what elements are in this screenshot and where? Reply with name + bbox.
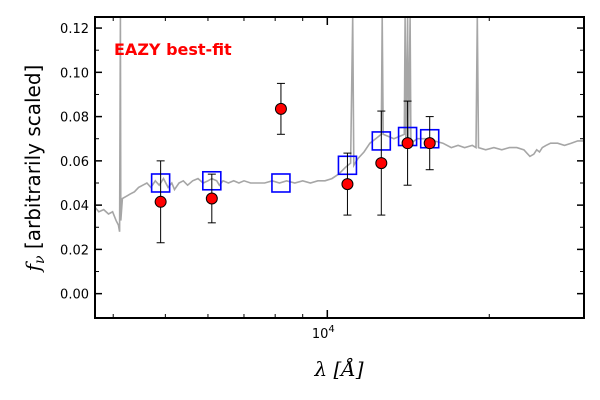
y-tick-label-1: 0.02 [60, 243, 89, 258]
x-axis-label-unit: Å [339, 356, 355, 381]
plot-layer [95, 17, 584, 244]
model-flux-square-2 [271, 173, 291, 193]
y-axis-label-sub: ν [32, 255, 48, 264]
annotation-eazy-best-fit: EAZY best-fit [114, 40, 232, 59]
y-axis-label: fν [arbitrarily scaled] [21, 65, 48, 274]
observed-flux-point-4 [375, 157, 388, 170]
y-tick-label-0: 0.00 [60, 288, 89, 303]
y-tick-label-4: 0.08 [60, 111, 89, 126]
y-axis-label-rest: [arbitrarily scaled] [21, 65, 45, 256]
observed-flux-point-5 [401, 137, 414, 150]
x-axis-label: λ [Å] [313, 356, 363, 381]
observed-flux-point-2 [274, 102, 287, 115]
x-axis-label-close: ] [355, 357, 364, 381]
observed-flux-point-0 [154, 195, 167, 208]
y-tick-label-5: 0.10 [60, 66, 89, 81]
x-axis-label-main: λ [ [313, 357, 341, 381]
observed-flux-point-1 [205, 192, 218, 205]
plot-frame [94, 16, 585, 319]
y-tick-label-3: 0.06 [60, 155, 89, 170]
y-tick-label-6: 0.12 [60, 22, 89, 37]
x-tick-label-0: 104 [312, 324, 335, 342]
observed-flux-point-6 [423, 137, 436, 150]
observed-flux-point-3 [341, 178, 354, 191]
axis-layer: 0.00 0.02 0.04 0.06 0.08 0.10 0.12 104 [60, 17, 585, 342]
model-spectrum-line [95, 17, 584, 232]
y-tick-label-2: 0.04 [60, 199, 89, 214]
